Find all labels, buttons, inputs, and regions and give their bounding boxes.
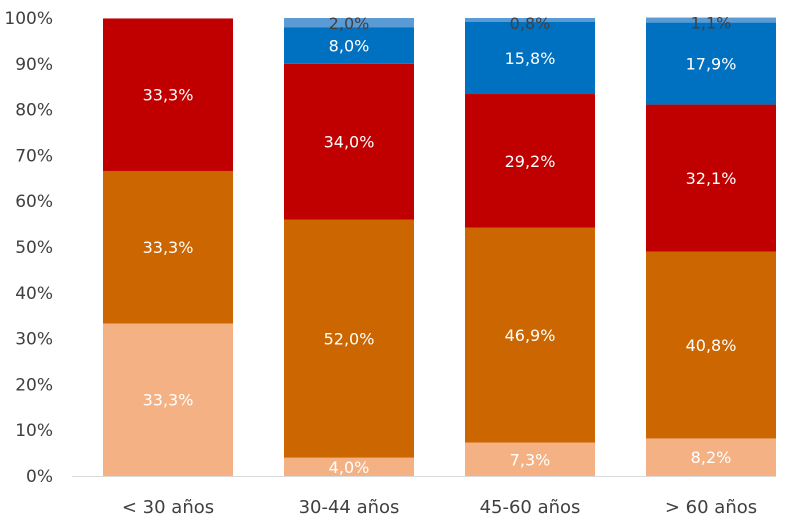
bar-stack: 4,0% 52,0% 34,0% 8,0% 2,0% [284,14,414,477]
bar-segment [646,22,776,105]
bar-segment [103,170,233,324]
data-label: 7,3% [510,450,551,469]
bar-stack: 8,2% 40,8% 32,1% 17,9% 1,1% [646,14,776,476]
bar-segment [465,18,595,22]
bar-segment [646,251,776,439]
x-tick-label: 30-44 años [299,497,400,518]
bar-segment [465,21,595,95]
data-label: 2,0% [329,14,370,33]
bar-segment [284,457,414,476]
y-tick-label: 70% [15,146,53,166]
data-label: 8,0% [329,36,370,55]
data-label: 33,3% [143,238,194,257]
y-tick-label: 20% [15,375,53,395]
x-tick-label: < 30 años [122,497,214,518]
bar-segment [646,17,776,23]
data-label: 15,8% [505,49,556,68]
y-tick-label: 90% [15,55,53,75]
data-label: 8,2% [691,448,732,467]
x-tick-label: > 60 años [665,497,757,518]
bar-stack: 7,3% 46,9% 29,2% 15,8% 0,8% [465,14,595,476]
bar-segment [103,18,233,171]
x-axis: < 30 años 30-44 años 45-60 años > 60 años [72,476,776,518]
data-label: 1,1% [691,14,732,33]
data-label: 17,9% [686,55,737,74]
y-tick-label: 10% [15,421,53,441]
data-label: 46,9% [505,326,556,345]
bar-segment [465,94,595,228]
y-tick-label: 40% [15,284,53,304]
bar-segment [646,438,776,476]
y-tick-label: 50% [15,238,53,258]
y-tick-label: 30% [15,330,53,350]
x-tick-label: 45-60 años [480,497,581,518]
data-label: 32,1% [686,169,737,188]
data-label: 29,2% [505,152,556,171]
bar-segment [284,18,414,28]
bar-segment [284,63,414,220]
y-tick-label: 100% [4,9,53,29]
data-label: 52,0% [324,330,375,349]
data-label: 34,0% [324,133,375,152]
y-tick-label: 0% [26,467,53,487]
y-tick-label: 80% [15,101,53,121]
data-label: 40,8% [686,336,737,355]
bar-segment [103,323,233,476]
bars: 33,3% 33,3% 33,3% 4,0% 52,0% 34,0% 8,0% 2,0% 7,3… [103,14,776,477]
data-label: 33,3% [143,391,194,410]
bar-segment [284,27,414,64]
y-axis: 0% 10% 20% 30% 40% 50% 60% 70% 80% 90% 100% [4,9,53,487]
bar-segment [646,104,776,252]
bar-segment [465,227,595,443]
bar-stack: 33,3% 33,3% 33,3% [103,18,233,476]
data-label: 0,8% [510,14,551,33]
data-label: 4,0% [329,458,370,477]
bar-segment [284,219,414,458]
y-tick-label: 60% [15,192,53,212]
bar-segment [465,442,595,476]
data-label: 33,3% [143,86,194,105]
